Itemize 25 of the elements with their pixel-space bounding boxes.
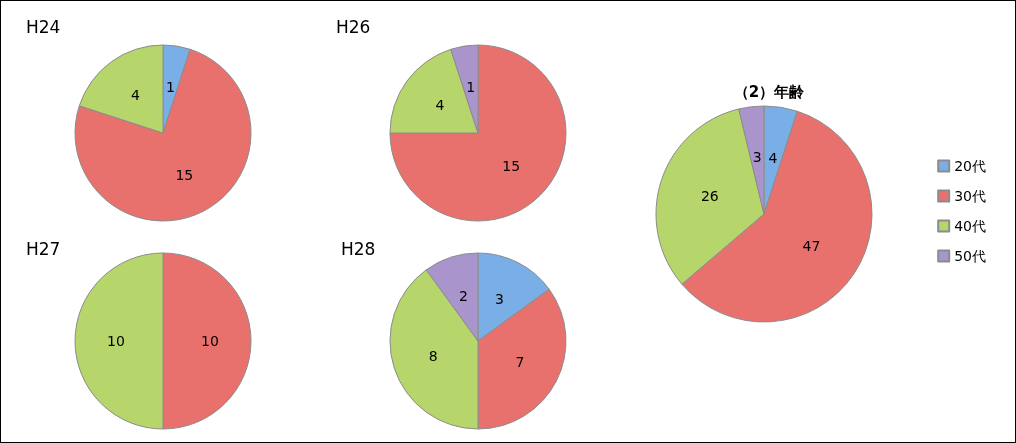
data-label: 15: [502, 158, 521, 175]
data-label: 10: [107, 333, 125, 349]
data-label: 15: [175, 166, 194, 183]
legend-label: 20代: [954, 158, 987, 174]
legend-label: 30代: [954, 188, 987, 204]
data-label: 2: [459, 288, 468, 305]
data-label: 3: [494, 291, 504, 308]
legend-label: 40代: [954, 218, 987, 234]
chart-title: H26: [336, 16, 371, 37]
data-label: 10: [201, 333, 219, 349]
data-label: 1: [165, 78, 175, 95]
data-label: 7: [515, 354, 525, 371]
data-label: 3: [752, 149, 762, 166]
data-label: 1: [466, 78, 476, 95]
data-label: 4: [435, 97, 445, 114]
chart-title: （2）年齢: [733, 82, 806, 101]
data-label: 47: [802, 237, 821, 254]
chart-title: H28: [341, 238, 376, 259]
chart-title: H27: [26, 238, 61, 259]
legend-label: 50代: [954, 248, 987, 264]
data-label: 4: [768, 149, 778, 166]
chart-title: H24: [26, 16, 61, 37]
data-label: 8: [428, 347, 438, 364]
data-label: 4: [130, 86, 140, 103]
data-label: 26: [700, 188, 719, 205]
